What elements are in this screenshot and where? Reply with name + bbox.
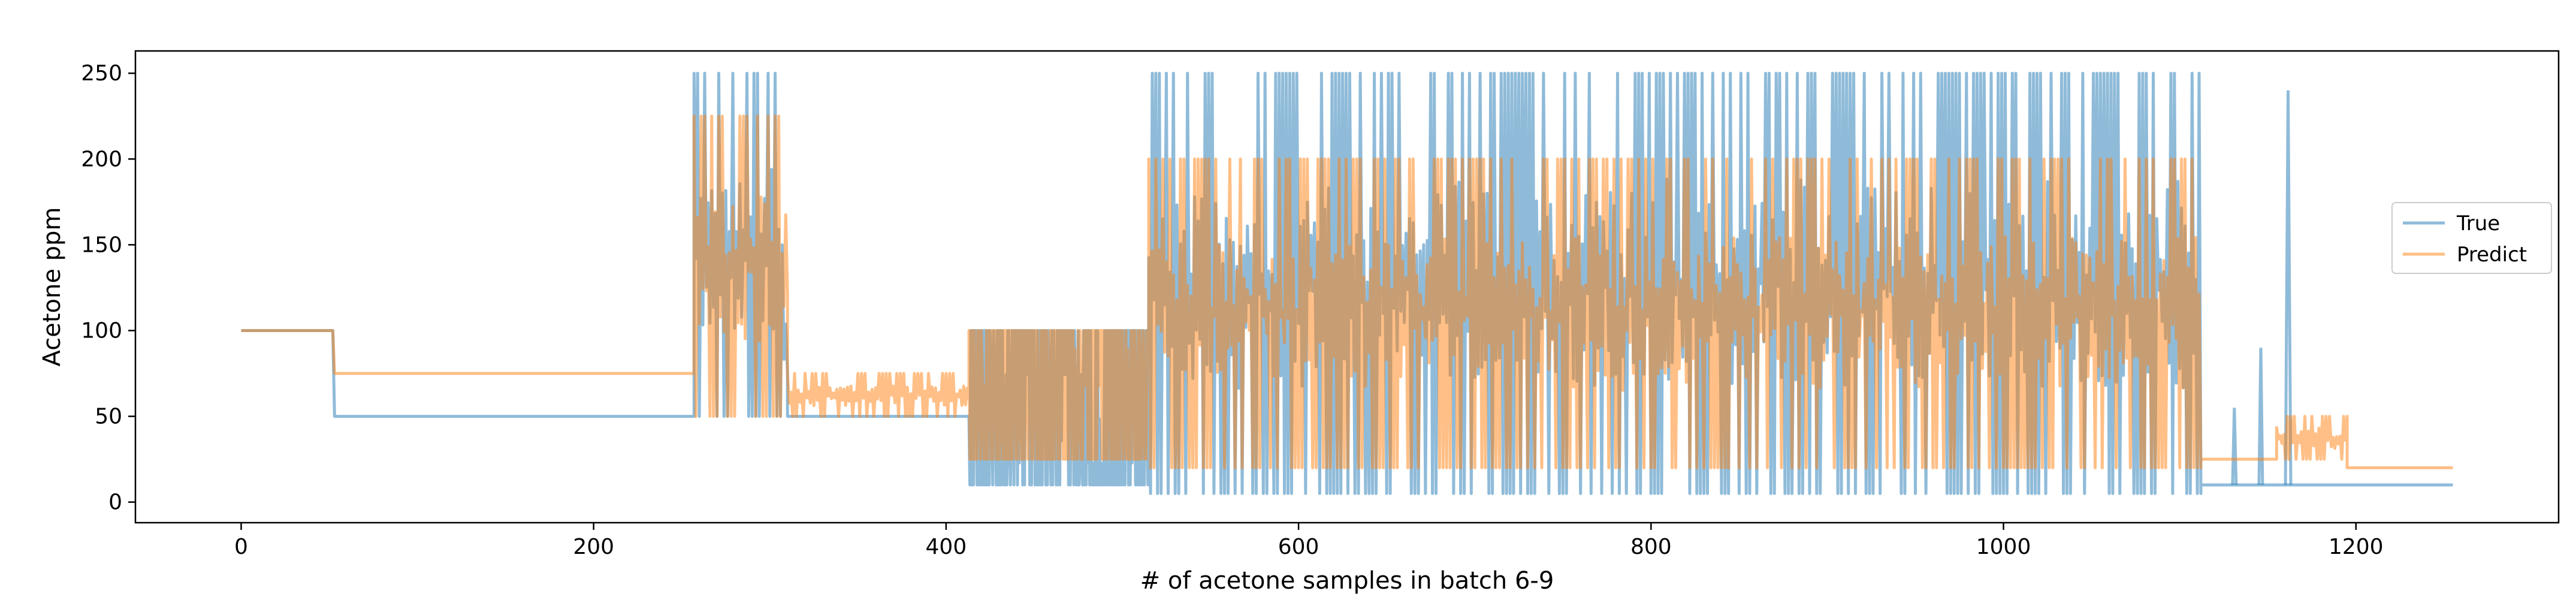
series-spike-true-2 — [2284, 90, 2293, 486]
legend: True Predict — [2391, 202, 2552, 274]
legend-label-predict: Predict — [2457, 243, 2527, 267]
series-line-predict — [241, 114, 2453, 469]
x-tick-label: 800 — [1630, 535, 1672, 559]
series-spike-true-0 — [2231, 408, 2238, 486]
y-tick-label: 250 — [81, 61, 122, 86]
legend-label-true: True — [2456, 212, 2500, 236]
x-tick-label: 0 — [234, 535, 248, 559]
x-tick-label: 1000 — [1976, 535, 2031, 559]
y-tick-label: 150 — [81, 233, 122, 257]
x-tick-label: 400 — [926, 535, 967, 559]
series-spike-true-1 — [2257, 348, 2264, 486]
x-tick-label: 200 — [573, 535, 614, 559]
y-axis-label: Acetone ppm — [38, 207, 66, 367]
x-tick-label: 600 — [1278, 535, 1319, 559]
y-tick-label: 200 — [81, 147, 122, 171]
y-tick-label: 50 — [95, 405, 122, 429]
y-axis: 0 50 100 150 200 250 — [81, 61, 135, 515]
plot-frame — [134, 50, 2560, 524]
x-tick-label: 1200 — [2329, 535, 2384, 559]
x-axis-label: # of acetone samples in batch 6-9 — [1140, 567, 1554, 595]
y-tick-label: 0 — [108, 490, 122, 515]
x-axis: 0 200 400 600 800 1000 1200 — [234, 523, 2384, 559]
y-tick-label: 100 — [81, 318, 122, 343]
series-layer — [241, 71, 2453, 495]
